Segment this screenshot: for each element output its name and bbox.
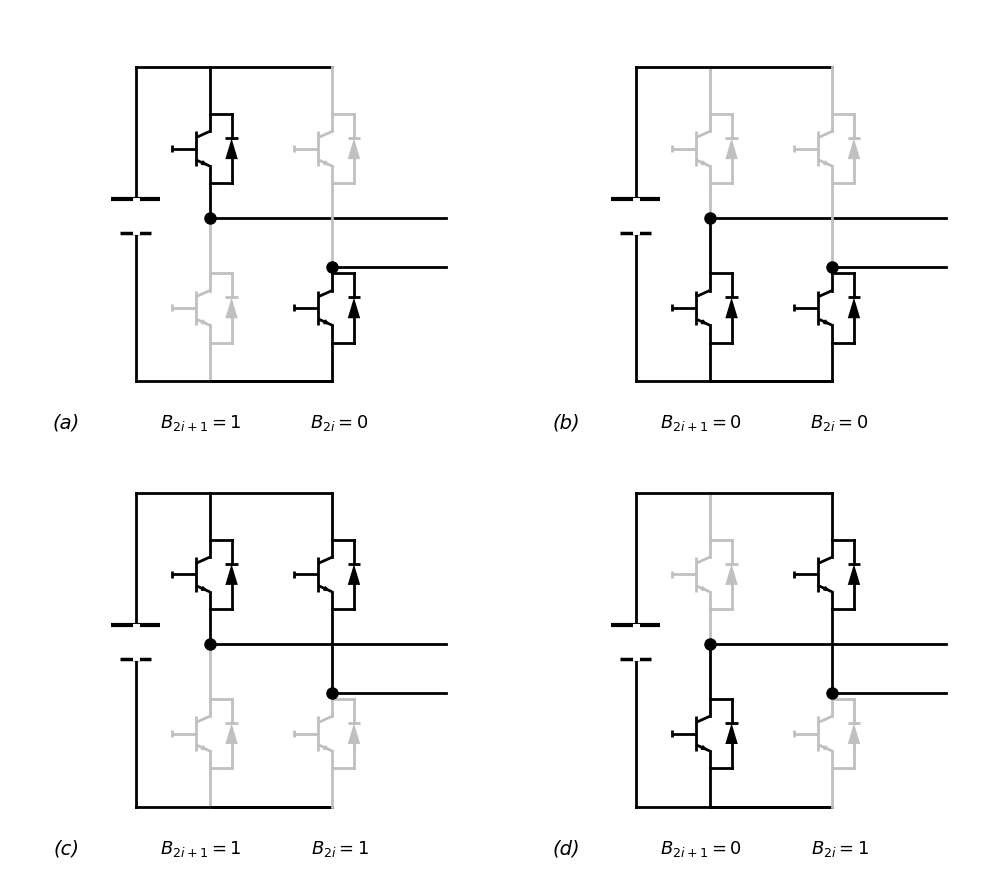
FancyArrow shape (324, 746, 329, 750)
Polygon shape (725, 564, 738, 586)
FancyArrow shape (201, 746, 206, 750)
Text: (c): (c) (53, 838, 79, 858)
FancyArrow shape (201, 321, 206, 324)
Text: (d): (d) (553, 838, 580, 858)
FancyArrow shape (824, 587, 829, 591)
Polygon shape (225, 564, 238, 586)
Polygon shape (348, 139, 360, 160)
FancyArrow shape (824, 746, 829, 750)
Text: $B_{2i}=0$: $B_{2i}=0$ (310, 413, 369, 432)
FancyArrow shape (201, 162, 206, 166)
FancyArrow shape (324, 162, 329, 166)
Text: $B_{2i+1}=0$: $B_{2i+1}=0$ (660, 413, 742, 432)
FancyArrow shape (701, 162, 706, 166)
Text: $B_{2i}=0$: $B_{2i}=0$ (810, 413, 869, 432)
Polygon shape (848, 298, 860, 319)
Polygon shape (225, 723, 238, 744)
FancyArrow shape (701, 746, 706, 750)
Polygon shape (848, 564, 860, 586)
Polygon shape (225, 139, 238, 160)
FancyArrow shape (824, 321, 829, 324)
Polygon shape (725, 139, 738, 160)
Text: (b): (b) (553, 413, 580, 432)
Text: $B_{2i}=1$: $B_{2i}=1$ (311, 838, 369, 858)
FancyArrow shape (701, 587, 706, 591)
FancyArrow shape (201, 587, 206, 591)
Polygon shape (348, 298, 360, 319)
Text: (a): (a) (53, 413, 80, 432)
Polygon shape (848, 139, 860, 160)
Polygon shape (348, 564, 360, 586)
Polygon shape (725, 723, 738, 744)
Polygon shape (348, 723, 360, 744)
Text: $B_{2i+1}=1$: $B_{2i+1}=1$ (160, 413, 242, 432)
Polygon shape (225, 298, 238, 319)
FancyArrow shape (324, 321, 329, 324)
Text: $B_{2i}=1$: $B_{2i}=1$ (811, 838, 869, 858)
Text: $B_{2i+1}=0$: $B_{2i+1}=0$ (660, 838, 742, 858)
Polygon shape (725, 298, 738, 319)
FancyArrow shape (324, 587, 329, 591)
FancyArrow shape (824, 162, 829, 166)
Polygon shape (848, 723, 860, 744)
Text: $B_{2i+1}=1$: $B_{2i+1}=1$ (160, 838, 242, 858)
FancyArrow shape (701, 321, 706, 324)
